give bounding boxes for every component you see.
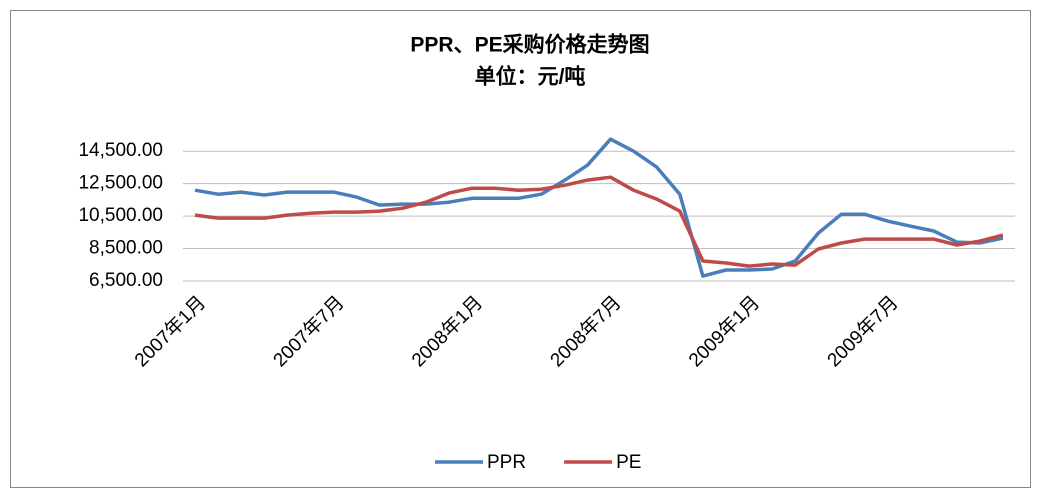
series-line <box>194 175 1004 268</box>
chart-title: PPR、PE采购价格走势图 <box>410 33 649 57</box>
y-tick-label: 10,500.00 <box>78 205 163 226</box>
y-tick-label: 6,500.00 <box>89 270 163 291</box>
y-tick-label: 14,500.00 <box>78 140 163 161</box>
series-line <box>194 137 1004 278</box>
y-tick-label: 8,500.00 <box>89 238 163 259</box>
y-tick-label: 12,500.00 <box>78 173 163 194</box>
legend-label: PPR <box>487 452 526 473</box>
chart-subtitle: 单位：元/吨 <box>475 65 586 89</box>
legend-label: PE <box>616 452 641 473</box>
